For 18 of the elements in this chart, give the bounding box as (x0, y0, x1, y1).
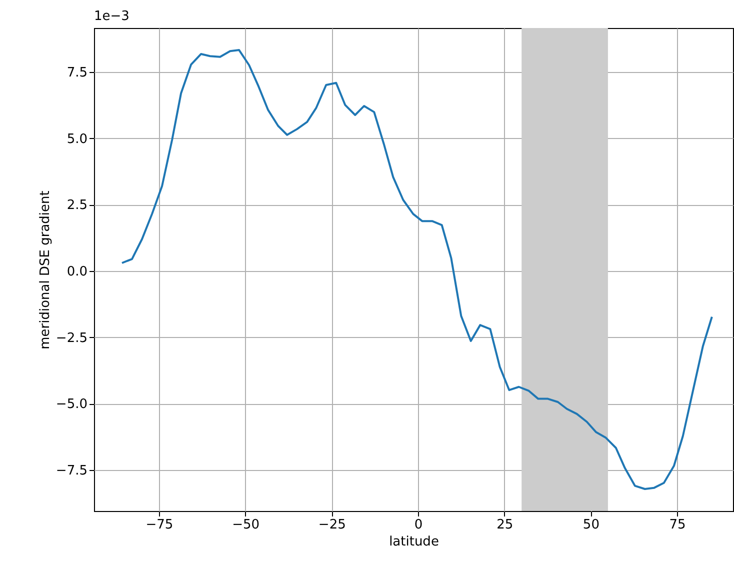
text: 1e−3 (94, 9, 130, 24)
x-tick-label: 25 (496, 518, 514, 532)
y-tick-label: −7.5 (56, 463, 88, 478)
y-tick-label: 2.5 (66, 198, 88, 214)
x-tick-label: −50 (232, 518, 260, 532)
y-tick-label: −2.5 (56, 330, 88, 346)
y-axis-title: meridional DSE gradient (38, 190, 53, 350)
x-tick-label: −75 (146, 518, 174, 532)
x-tick-label: 50 (582, 518, 600, 532)
y-tick-label: 7.5 (66, 66, 88, 81)
x-axis-title: latitude (389, 534, 439, 550)
x-tick-label: 0 (414, 518, 423, 532)
y-tick-label: −5.0 (56, 397, 88, 412)
x-tick-label: −25 (318, 518, 346, 532)
y-tick-label: 0.0 (66, 264, 88, 280)
y-tick-label: 5.0 (66, 132, 88, 147)
line-series (120, 49, 713, 490)
x-tick-label: 75 (669, 518, 686, 532)
